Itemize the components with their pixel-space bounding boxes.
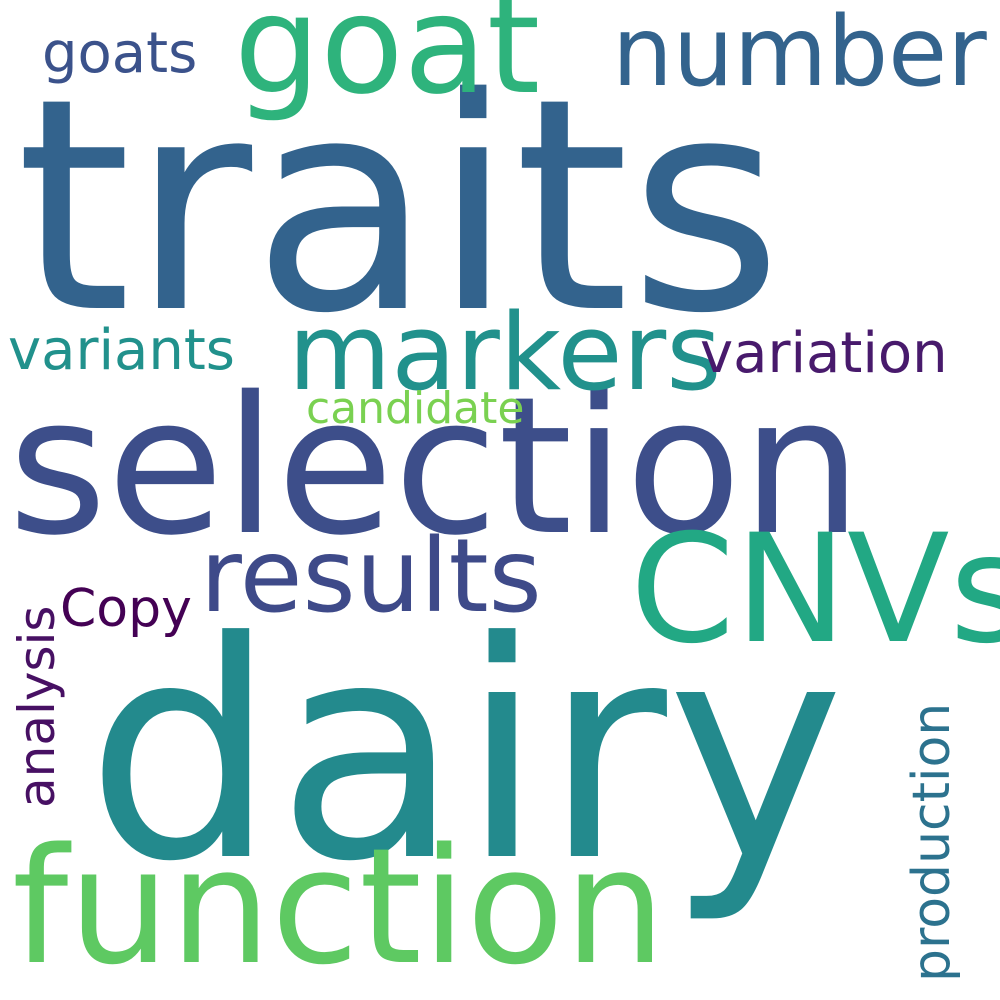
word-function: function bbox=[12, 813, 666, 1000]
word-goats: goats bbox=[42, 21, 198, 86]
word-variants: variants bbox=[8, 318, 235, 383]
word-selection: selection bbox=[8, 356, 862, 577]
word-traits: traits bbox=[16, 36, 783, 378]
word-candidate: candidate bbox=[306, 383, 525, 434]
word-dairy: dairy bbox=[86, 578, 845, 927]
word-analysis: analysis bbox=[8, 605, 66, 808]
word-number: number bbox=[612, 0, 987, 108]
word-variation: variation bbox=[700, 321, 948, 386]
word-production: production bbox=[902, 702, 962, 982]
word-results: results bbox=[200, 517, 542, 636]
word-copy: Copy bbox=[60, 579, 192, 639]
word-markers: markers bbox=[288, 291, 722, 414]
word-goat: goat bbox=[234, 0, 541, 125]
word-cnvs: CNVs bbox=[630, 503, 1000, 677]
